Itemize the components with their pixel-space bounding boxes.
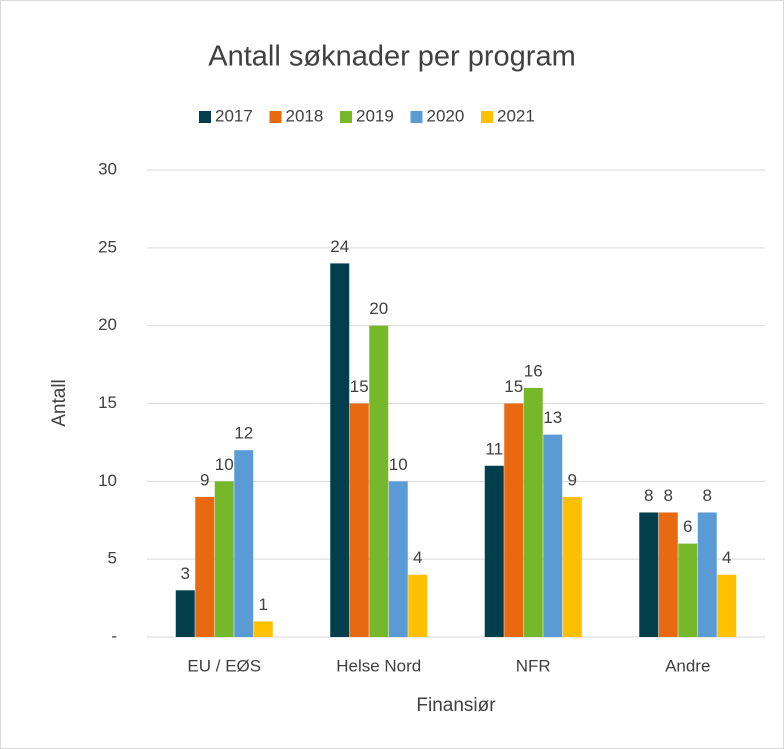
legend-swatch	[340, 111, 352, 123]
y-tick-label: 10	[98, 471, 117, 490]
chart-title: Antall søknader per program	[208, 41, 576, 73]
y-axis-label: Antall	[49, 379, 70, 427]
x-tick-label: Helse Nord	[336, 656, 421, 675]
data-label: 9	[568, 470, 577, 489]
y-tick-label: 5	[108, 549, 117, 568]
x-tick-label: NFR	[516, 656, 551, 675]
bar	[678, 543, 698, 637]
data-label: 4	[413, 548, 422, 567]
bar	[658, 512, 678, 637]
data-label: 9	[200, 470, 209, 489]
legend-label: 2017	[215, 106, 253, 125]
data-label: 12	[234, 424, 253, 443]
data-label: 13	[543, 408, 562, 427]
data-label: 6	[683, 517, 692, 536]
bar	[349, 403, 369, 637]
bar	[253, 621, 273, 637]
bar	[562, 496, 582, 637]
bar	[175, 590, 195, 637]
y-tick-label: -	[111, 626, 117, 645]
bar	[504, 403, 524, 637]
data-label: 1	[259, 595, 268, 614]
legend-swatch	[481, 111, 493, 123]
x-axis-label: Finansiør	[416, 695, 496, 716]
bar	[388, 481, 408, 637]
x-tick-label: EU / EØS	[187, 656, 261, 675]
legend-swatch	[199, 111, 211, 123]
bar	[195, 496, 215, 637]
bar	[330, 263, 350, 637]
y-tick-label: 25	[98, 237, 117, 256]
y-tick-label: 20	[98, 315, 117, 334]
data-label: 10	[215, 455, 234, 474]
bar	[408, 574, 428, 637]
legend-label: 2021	[497, 106, 535, 125]
data-label: 24	[330, 237, 349, 256]
data-label: 15	[504, 377, 523, 396]
legend-label: 2020	[427, 106, 465, 125]
bar	[697, 512, 717, 637]
bar	[717, 574, 737, 637]
data-label: 8	[664, 486, 673, 505]
data-label: 8	[644, 486, 653, 505]
y-tick-label: 15	[98, 393, 117, 412]
data-label: 15	[350, 377, 369, 396]
bar	[639, 512, 659, 637]
bar	[543, 434, 563, 637]
legend-swatch	[410, 111, 423, 123]
data-label: 8	[703, 486, 712, 505]
x-tick-label: Andre	[665, 656, 710, 675]
bar	[484, 465, 504, 637]
bar	[369, 325, 389, 637]
y-tick-label: 30	[98, 159, 117, 178]
legend-swatch	[269, 111, 282, 123]
data-label: 3	[181, 564, 190, 583]
data-label: 20	[369, 299, 388, 318]
legend-label: 2018	[286, 106, 324, 125]
data-label: 4	[722, 548, 731, 567]
data-label: 11	[485, 439, 503, 458]
bar	[234, 450, 254, 637]
legend-label: 2019	[356, 106, 394, 125]
bar	[214, 481, 234, 637]
data-label: 16	[524, 361, 543, 380]
data-label: 10	[389, 455, 408, 474]
bar	[523, 387, 543, 637]
